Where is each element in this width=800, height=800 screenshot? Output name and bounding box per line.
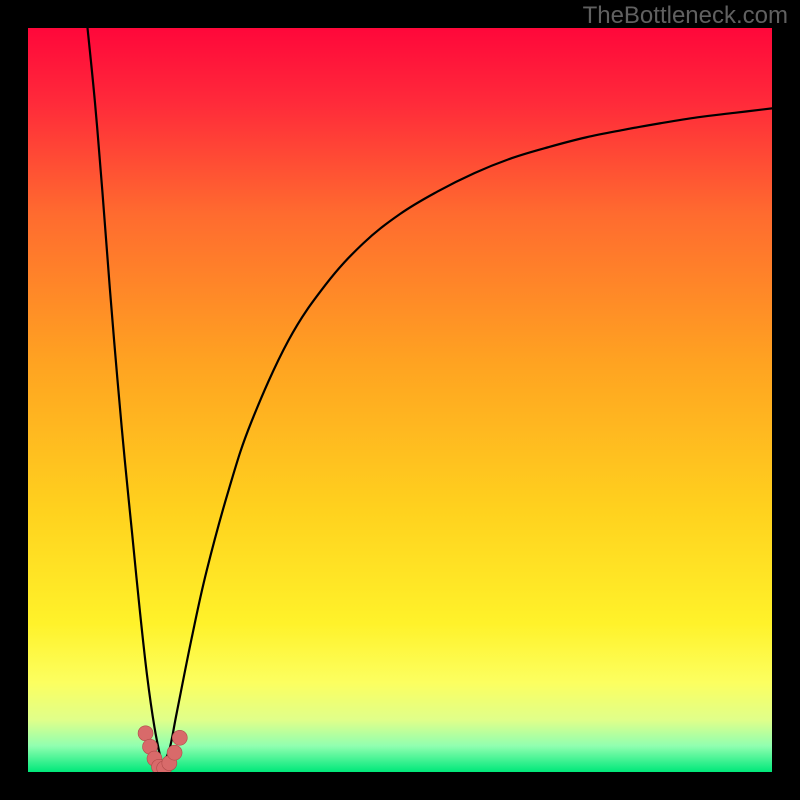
marker-group (138, 726, 187, 772)
curve-right-branch (162, 108, 772, 764)
chart-container: { "watermark": { "text": "TheBottleneck.… (0, 0, 800, 800)
data-marker (172, 730, 187, 745)
curve-left-branch (88, 28, 162, 765)
watermark-text: TheBottleneck.com (583, 2, 788, 30)
data-marker (138, 726, 153, 741)
data-marker (167, 745, 182, 760)
plot-area (28, 28, 772, 772)
curve-layer (28, 28, 772, 772)
